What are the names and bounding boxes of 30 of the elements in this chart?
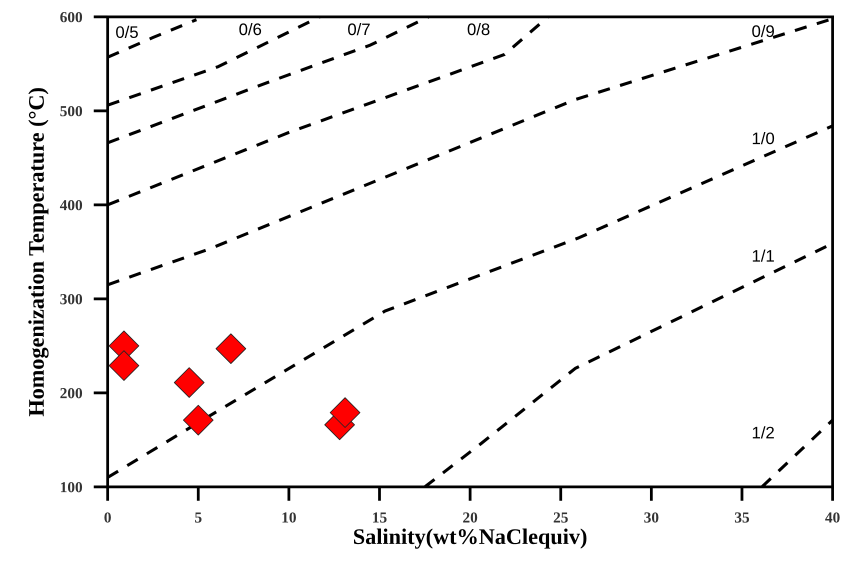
x-axis-title: Salinity(wt%NaClequiv) xyxy=(354,528,586,549)
x-tick-label: 5 xyxy=(195,512,202,523)
series-label: 1/0 xyxy=(752,132,774,144)
y-tick-label: 200 xyxy=(60,388,82,398)
y-axis-title: Homogenization Temperature (°C) xyxy=(28,88,49,416)
point xyxy=(330,397,360,428)
x-tick-label: 0 xyxy=(104,512,111,523)
y-tick-label: 300 xyxy=(60,294,82,304)
point xyxy=(216,333,246,364)
x-tick-label: 35 xyxy=(734,512,750,523)
x-tick-label: 25 xyxy=(554,512,568,523)
y-tick-label: 600 xyxy=(60,12,82,22)
series-label: 1/1 xyxy=(752,250,774,262)
series-label: 0/5 xyxy=(116,26,138,38)
series-label: 0/8 xyxy=(468,22,490,36)
x-tick-label: 10 xyxy=(282,512,296,523)
x-tick-label: 30 xyxy=(644,512,658,523)
series-label: 0/7 xyxy=(348,22,370,36)
y-tick-label: 100 xyxy=(60,482,82,492)
point xyxy=(174,367,205,398)
x-tick-label: 20 xyxy=(463,512,478,523)
y-tick-label: 400 xyxy=(60,200,82,210)
x-tick-label: 40 xyxy=(825,512,840,523)
point xyxy=(182,404,214,436)
series-label: 1/2 xyxy=(752,426,774,438)
point xyxy=(108,350,140,381)
series-label: 0/6 xyxy=(239,22,262,36)
x-tick-label: 15 xyxy=(373,512,387,523)
series-label: 0/9 xyxy=(752,24,774,38)
y-tick-label: 500 xyxy=(60,106,82,116)
